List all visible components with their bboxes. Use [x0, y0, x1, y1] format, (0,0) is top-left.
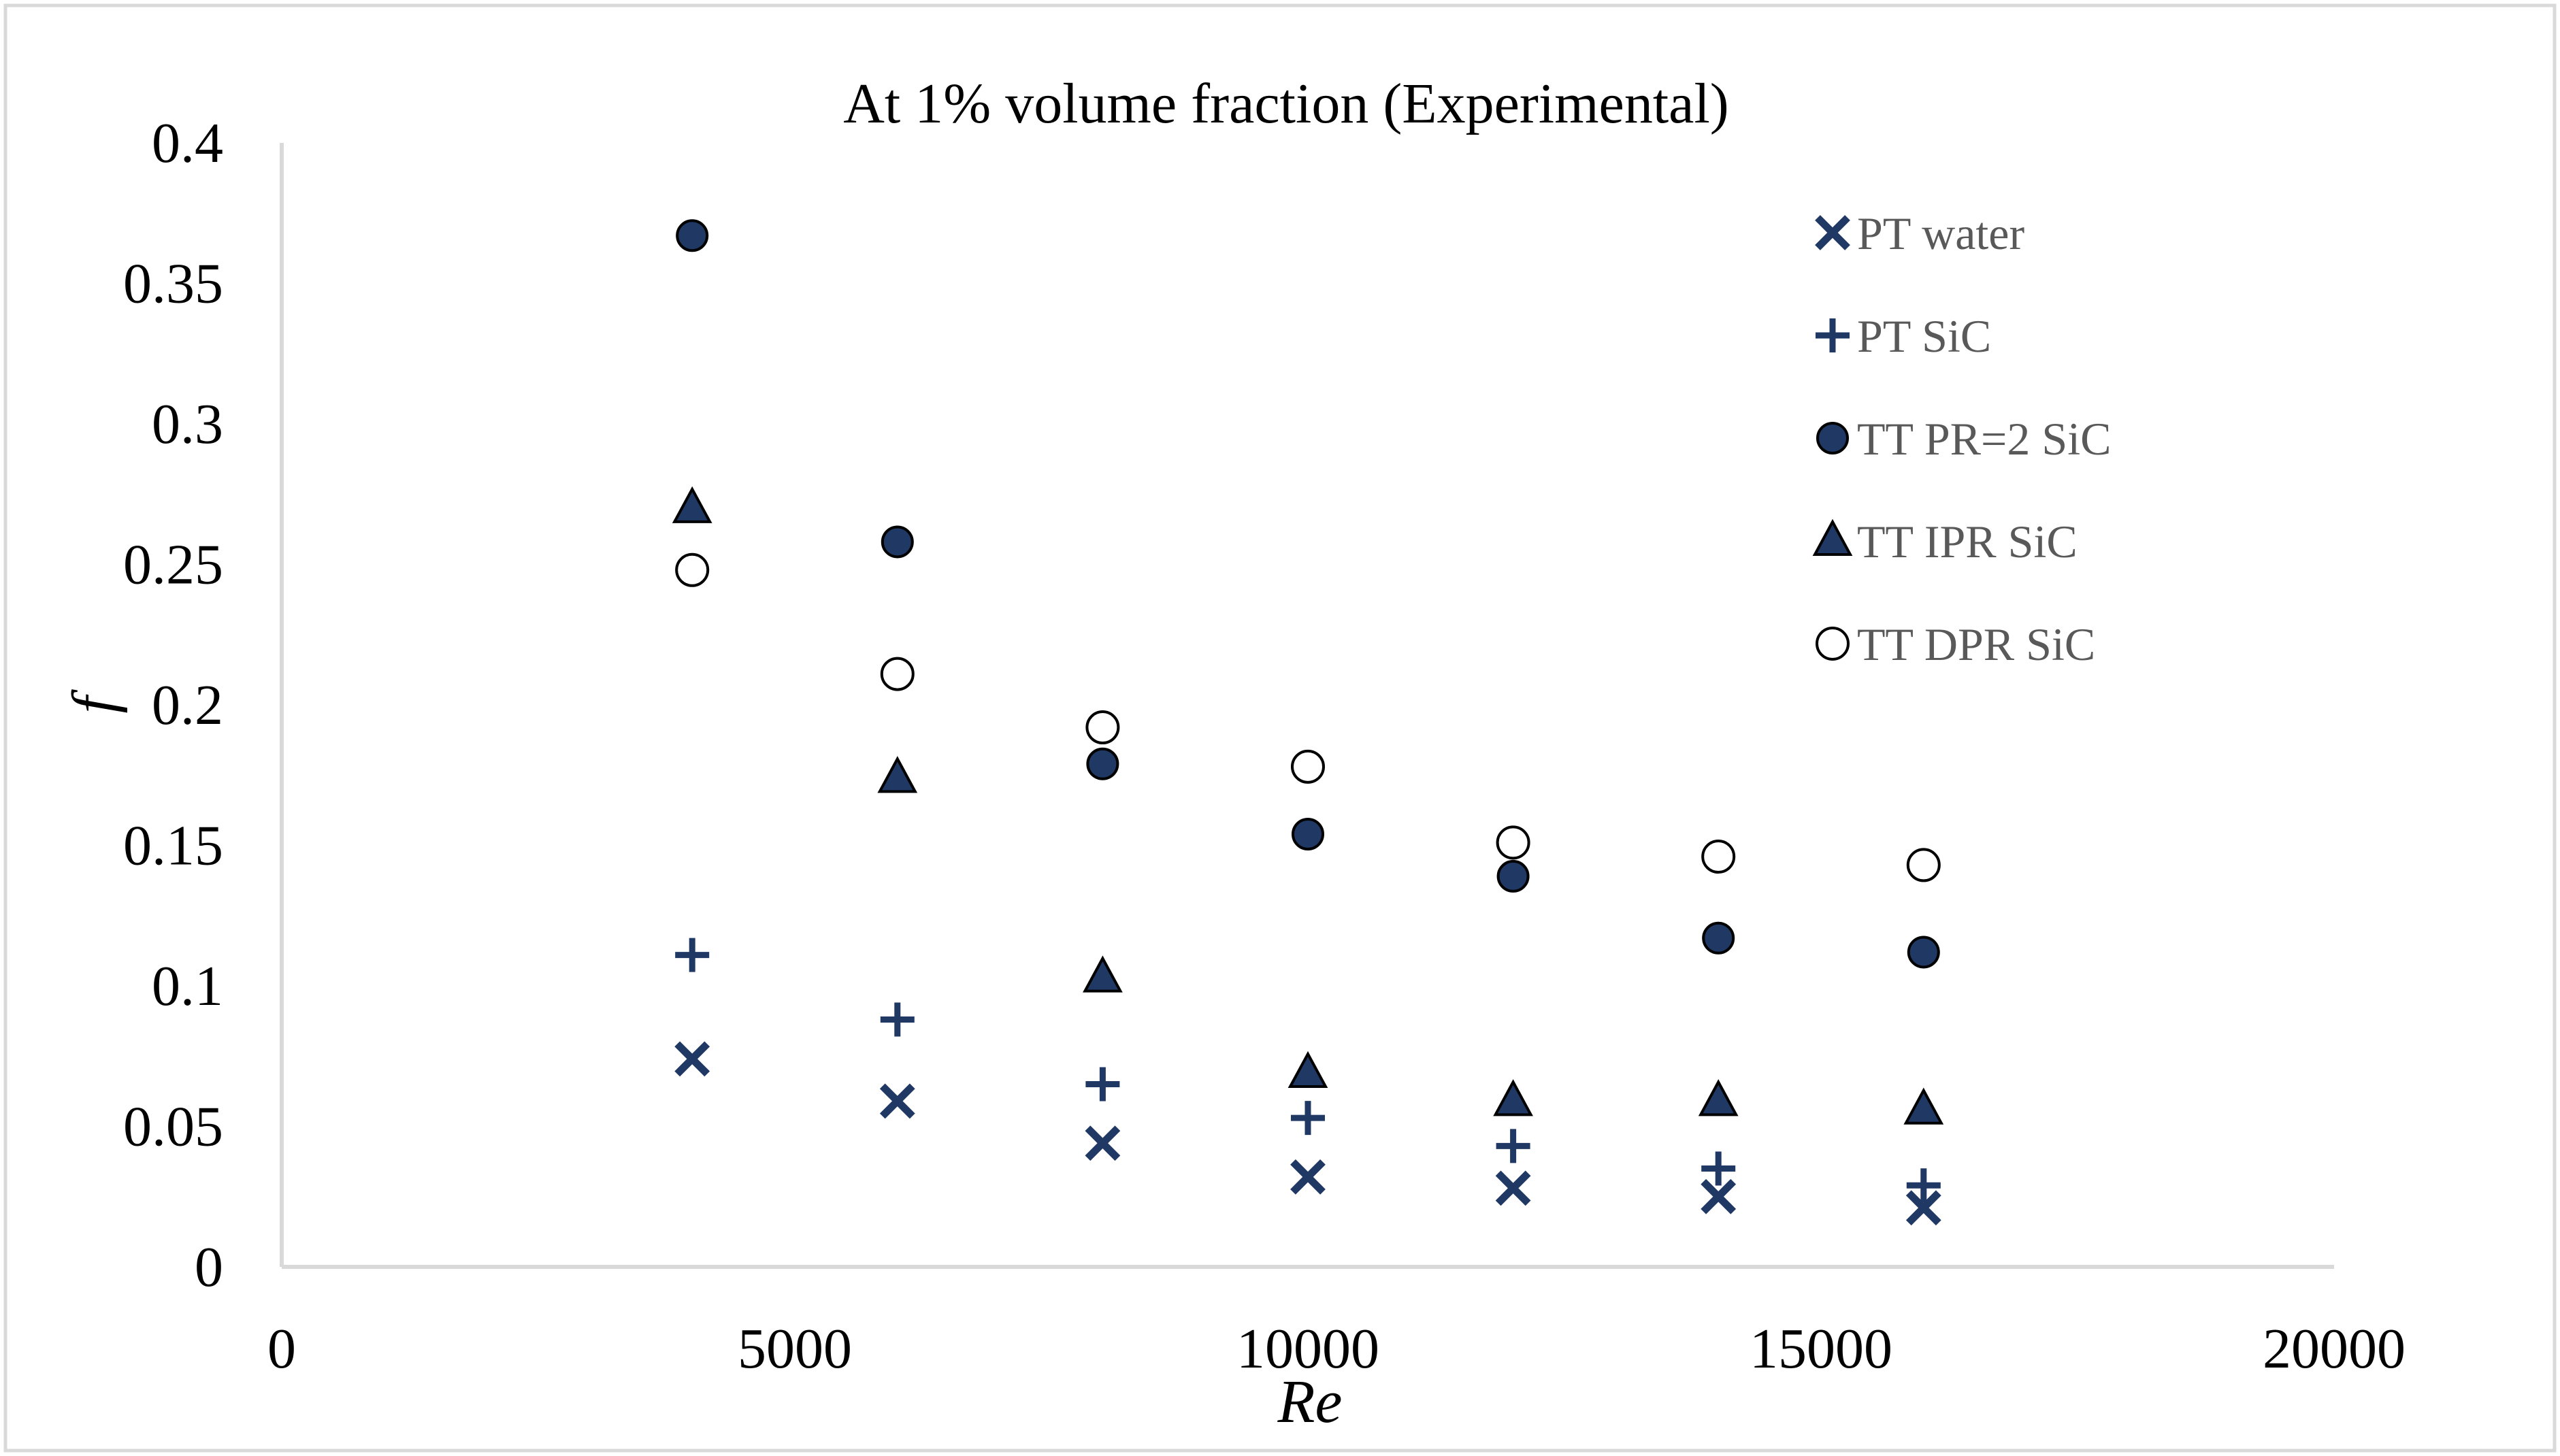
legend-item: TT DPR SiC [1816, 618, 2095, 670]
series-tt-pr-2-sic [676, 219, 1940, 969]
chart-frame [3, 3, 2557, 1453]
legend: PT water PT SiC TT PR=2 SiC TT IPR SiC TT DP… [1812, 208, 2111, 670]
x-tick-label: 15000 [1750, 1317, 1892, 1380]
data-point [1291, 749, 1325, 784]
x-tick-labels: 0 5000 10000 15000 20000 [267, 1317, 2406, 1380]
data-point [1085, 1067, 1120, 1102]
x-tick-label: 0 [267, 1317, 296, 1380]
data-point [1496, 859, 1530, 893]
legend-label: TT IPR SiC [1857, 516, 2078, 567]
y-tick-label: 0.25 [123, 533, 223, 597]
data-point [880, 657, 915, 691]
y-tick-label: 0.1 [152, 955, 223, 1018]
legend-marker [1816, 627, 1850, 661]
y-tick-label: 0.05 [123, 1095, 223, 1159]
legend-item: TT IPR SiC [1812, 516, 2078, 567]
data-point [1287, 1050, 1328, 1089]
data-point [1702, 921, 1735, 955]
y-tick-label: 0.2 [152, 674, 223, 737]
legend-label: PT water [1857, 208, 2024, 259]
y-tick-label: 0.15 [123, 814, 223, 878]
data-point [1292, 817, 1324, 850]
legend-label: TT PR=2 SiC [1857, 413, 2111, 465]
data-point [1701, 1151, 1736, 1186]
data-point [675, 938, 710, 972]
data-point [1085, 1125, 1121, 1161]
data-point [879, 1083, 915, 1119]
x-tick-label: 10000 [1236, 1317, 1379, 1380]
series-tt-ipr-sic [672, 486, 1944, 1125]
data-point [880, 1002, 915, 1037]
series-tt-dpr-sic [675, 552, 1941, 882]
data-point [1903, 1087, 1944, 1125]
data-point [1291, 1101, 1325, 1136]
y-tick-label: 0.4 [152, 112, 223, 175]
legend-marker [1816, 318, 1850, 352]
data-point [1085, 710, 1120, 745]
legend-item: PT water [1815, 208, 2024, 259]
data-point [675, 552, 710, 587]
data-point [877, 756, 918, 793]
data-point [674, 1041, 710, 1077]
data-point [1701, 840, 1736, 874]
data-point [1906, 848, 1941, 882]
data-point [676, 219, 709, 252]
y-tick-labels: 0 0.05 0.1 0.15 0.2 0.25 0.3 0.35 0.4 [123, 112, 223, 1299]
legend-marker [1816, 422, 1849, 454]
data-point [1496, 1129, 1530, 1163]
legend-marker [1815, 215, 1850, 250]
data-point [1083, 955, 1123, 993]
y-tick-label: 0.3 [152, 393, 223, 456]
data-point [881, 525, 914, 559]
data-point [1907, 936, 1940, 969]
data-point [1495, 1170, 1531, 1206]
legend-label: TT DPR SiC [1857, 618, 2095, 670]
data-point [672, 486, 712, 523]
plot-area [672, 219, 1944, 1226]
data-point [1496, 825, 1530, 860]
legend-item: PT SiC [1816, 310, 1991, 362]
legend-marker [1812, 518, 1853, 556]
data-point [1698, 1079, 1739, 1116]
y-tick-label: 0.35 [123, 252, 223, 316]
y-tick-label: 0 [195, 1236, 223, 1299]
x-tick-label: 5000 [738, 1317, 852, 1380]
data-point [1701, 1178, 1737, 1214]
data-point [1086, 747, 1119, 780]
legend-item: TT PR=2 SiC [1816, 413, 2111, 465]
chart-title: At 1% volume fraction (Experimental) [843, 72, 1729, 135]
data-point [1905, 1190, 1941, 1226]
series-pt-water [674, 1041, 1941, 1226]
series-pt-sic [675, 938, 1941, 1203]
legend-label: PT SiC [1857, 310, 1991, 362]
x-axis-label: Re [1277, 1368, 1343, 1436]
data-point [1493, 1079, 1533, 1116]
data-point [1290, 1159, 1326, 1195]
data-point [1906, 1168, 1941, 1203]
x-tick-label: 20000 [2263, 1317, 2406, 1380]
